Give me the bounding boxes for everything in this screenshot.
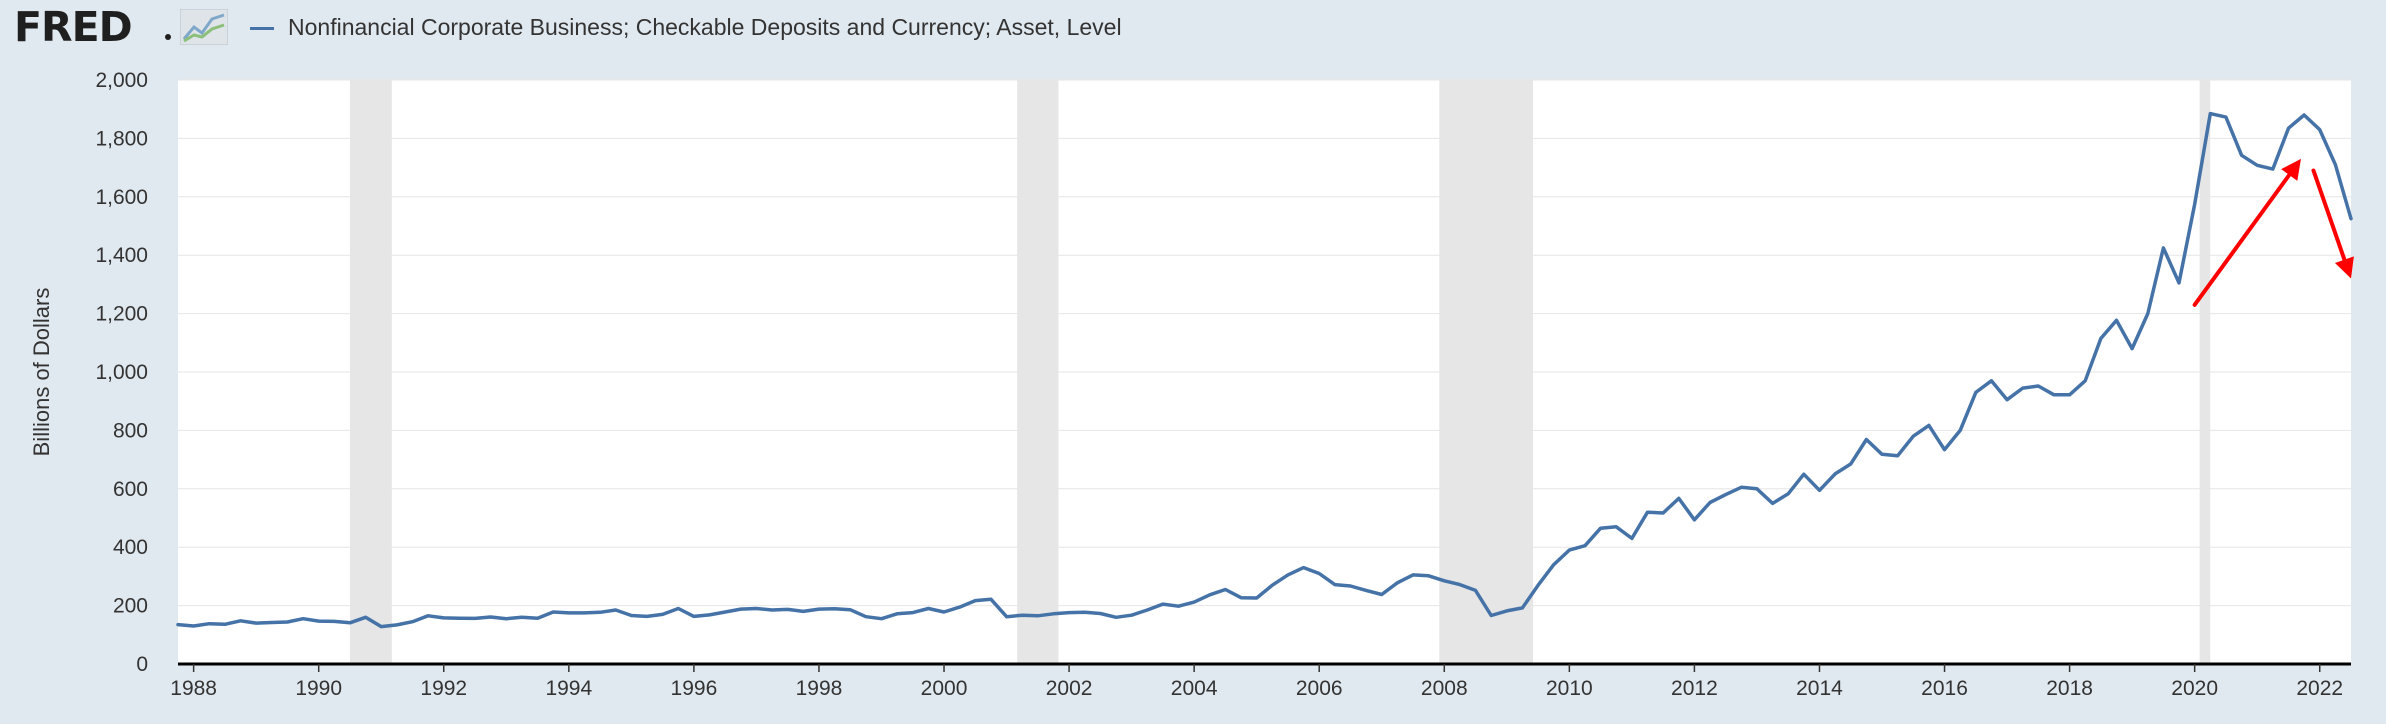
x-tick-label: 1996 [671, 677, 718, 700]
y-tick-label: 1,600 [95, 186, 148, 209]
y-tick-label: 200 [113, 595, 148, 618]
x-tick-label: 1992 [420, 677, 467, 700]
x-tick-label: 2022 [2296, 677, 2343, 700]
arrow-shaft [2311, 168, 2347, 262]
y-tick-label: 1,800 [95, 127, 148, 150]
x-tick-label: 1994 [545, 677, 592, 700]
arrow-head [2334, 256, 2354, 279]
y-tick-label: 2,000 [95, 69, 148, 92]
x-tick-label: 2000 [921, 677, 968, 700]
x-tick-label: 2010 [1546, 677, 1593, 700]
x-tick-label: 2004 [1171, 677, 1218, 700]
x-tick-label: 2008 [1421, 677, 1468, 700]
x-tick-label: 1990 [295, 677, 342, 700]
y-tick-label: 800 [113, 419, 148, 442]
arrow-head [2281, 158, 2301, 181]
red-arrow-annotation [2311, 168, 2354, 279]
x-tick-label: 1998 [796, 677, 843, 700]
chart-header: FRED Nonfinancial Corporate Business; Ch… [0, 0, 2386, 56]
x-tick-label: 2002 [1046, 677, 1093, 700]
y-tick-label: 400 [113, 536, 148, 559]
x-tick-label: 2016 [1921, 677, 1968, 700]
y-tick-label: 0 [136, 653, 148, 676]
x-tick-label: 2020 [2171, 677, 2218, 700]
x-tick-label: 2012 [1671, 677, 1718, 700]
fred-logo[interactable]: FRED [14, 3, 133, 51]
x-tick-label: 1988 [170, 677, 217, 700]
y-tick-label: 1,400 [95, 244, 148, 267]
legend-line-swatch [250, 27, 274, 30]
legend-series-title[interactable]: Nonfinancial Corporate Business; Checkab… [288, 14, 1122, 40]
x-tick-label: 2018 [2046, 677, 2093, 700]
series-line [176, 111, 2353, 629]
chart-graph-icon [180, 9, 228, 45]
x-tick-label: 2006 [1296, 677, 1343, 700]
y-tick-label: 1,000 [95, 361, 148, 384]
fred-logo-dot [165, 34, 171, 40]
y-tick-label: 1,200 [95, 303, 148, 326]
y-tick-label: 600 [113, 478, 148, 501]
red-arrow-annotation [2192, 158, 2301, 307]
arrow-shaft [2192, 173, 2292, 307]
x-tick-label: 2014 [1796, 677, 1843, 700]
